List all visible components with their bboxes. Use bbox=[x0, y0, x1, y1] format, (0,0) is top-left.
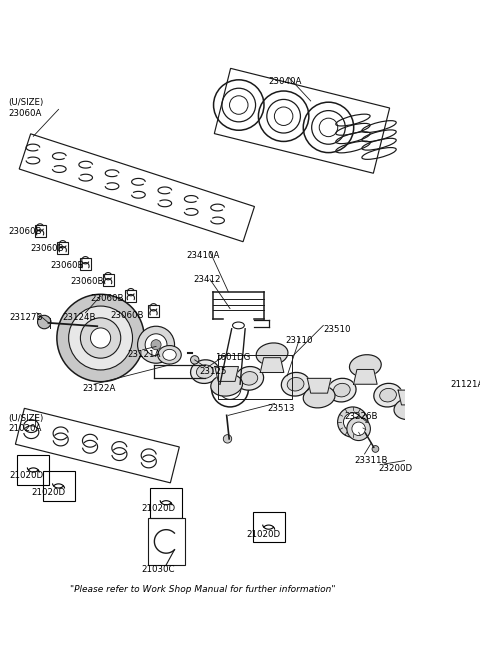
Text: 23410A: 23410A bbox=[186, 252, 220, 261]
Polygon shape bbox=[456, 397, 466, 405]
Text: 23040A: 23040A bbox=[269, 77, 302, 86]
Text: 23060B: 23060B bbox=[91, 294, 124, 303]
Ellipse shape bbox=[303, 386, 335, 408]
Text: 23060A: 23060A bbox=[8, 109, 41, 119]
Polygon shape bbox=[462, 422, 474, 432]
Bar bbox=[103, 274, 114, 286]
Polygon shape bbox=[456, 405, 467, 413]
Text: 23060B: 23060B bbox=[8, 227, 42, 236]
Polygon shape bbox=[354, 369, 377, 384]
Text: 23060B: 23060B bbox=[50, 261, 84, 270]
Ellipse shape bbox=[349, 355, 381, 377]
Text: 21121A: 21121A bbox=[450, 380, 480, 389]
Text: 23510: 23510 bbox=[324, 326, 351, 335]
Circle shape bbox=[352, 422, 365, 436]
Bar bbox=[252, 512, 285, 542]
Text: 23060B: 23060B bbox=[30, 244, 63, 253]
Polygon shape bbox=[456, 388, 467, 396]
Ellipse shape bbox=[158, 346, 181, 364]
Polygon shape bbox=[475, 436, 480, 447]
Circle shape bbox=[456, 342, 480, 460]
Ellipse shape bbox=[281, 373, 310, 396]
Circle shape bbox=[57, 294, 144, 382]
Circle shape bbox=[138, 326, 175, 364]
Text: 23412: 23412 bbox=[193, 275, 220, 284]
Text: 1601DG: 1601DG bbox=[215, 353, 250, 362]
Ellipse shape bbox=[163, 349, 176, 360]
Polygon shape bbox=[468, 362, 480, 373]
Ellipse shape bbox=[416, 389, 444, 413]
Text: 23125: 23125 bbox=[200, 367, 227, 375]
Text: 21020D: 21020D bbox=[10, 471, 44, 480]
Text: 21020D: 21020D bbox=[32, 487, 66, 496]
Text: 23122A: 23122A bbox=[82, 384, 116, 393]
Circle shape bbox=[37, 315, 51, 329]
Circle shape bbox=[91, 328, 111, 348]
Ellipse shape bbox=[211, 374, 242, 396]
Text: 23060B: 23060B bbox=[70, 278, 104, 286]
Ellipse shape bbox=[394, 398, 426, 420]
Text: 23060B: 23060B bbox=[111, 311, 144, 320]
Text: "Please refer to Work Shop Manual for further information": "Please refer to Work Shop Manual for fu… bbox=[71, 586, 336, 594]
Bar bbox=[148, 305, 159, 317]
Polygon shape bbox=[468, 429, 480, 441]
Ellipse shape bbox=[196, 365, 213, 379]
Text: 21020D: 21020D bbox=[141, 504, 175, 514]
Ellipse shape bbox=[380, 388, 396, 402]
Text: 23110: 23110 bbox=[286, 336, 313, 345]
Text: 23127B: 23127B bbox=[10, 313, 43, 322]
Text: 21020D: 21020D bbox=[247, 530, 281, 538]
Polygon shape bbox=[458, 379, 470, 388]
Polygon shape bbox=[260, 358, 284, 373]
Ellipse shape bbox=[422, 394, 438, 408]
Text: 23200D: 23200D bbox=[378, 464, 412, 473]
Circle shape bbox=[145, 334, 167, 356]
Polygon shape bbox=[475, 354, 480, 366]
Bar bbox=[35, 225, 46, 237]
Polygon shape bbox=[398, 390, 421, 405]
Bar bbox=[43, 471, 74, 501]
Bar bbox=[148, 518, 185, 565]
Circle shape bbox=[347, 417, 371, 441]
Circle shape bbox=[372, 445, 379, 453]
Ellipse shape bbox=[191, 360, 219, 383]
Text: (U/SIZE): (U/SIZE) bbox=[8, 414, 43, 422]
Ellipse shape bbox=[327, 379, 356, 402]
Circle shape bbox=[223, 435, 232, 443]
Bar bbox=[80, 258, 91, 271]
Polygon shape bbox=[215, 367, 239, 381]
Ellipse shape bbox=[235, 367, 264, 390]
Circle shape bbox=[344, 413, 362, 431]
Ellipse shape bbox=[334, 383, 350, 397]
Text: 23513: 23513 bbox=[268, 403, 295, 413]
Circle shape bbox=[466, 352, 480, 450]
Polygon shape bbox=[307, 379, 331, 393]
Circle shape bbox=[69, 306, 132, 370]
Text: 23311B: 23311B bbox=[354, 456, 388, 464]
Polygon shape bbox=[458, 414, 470, 423]
Text: 23124B: 23124B bbox=[62, 313, 96, 322]
Bar bbox=[17, 455, 49, 485]
Bar bbox=[125, 290, 136, 302]
Ellipse shape bbox=[241, 371, 258, 385]
Ellipse shape bbox=[287, 377, 304, 391]
Circle shape bbox=[191, 356, 199, 364]
Polygon shape bbox=[462, 369, 474, 380]
Text: 21020A: 21020A bbox=[8, 424, 41, 433]
Bar bbox=[150, 487, 182, 518]
Text: 21030C: 21030C bbox=[141, 565, 174, 574]
Ellipse shape bbox=[232, 322, 244, 329]
Text: 23226B: 23226B bbox=[344, 412, 378, 421]
Bar bbox=[57, 242, 68, 254]
Ellipse shape bbox=[256, 343, 288, 365]
Text: 23121A: 23121A bbox=[128, 350, 161, 359]
Circle shape bbox=[81, 318, 121, 358]
Circle shape bbox=[337, 407, 368, 437]
Text: (U/SIZE): (U/SIZE) bbox=[8, 98, 43, 107]
Circle shape bbox=[151, 340, 161, 350]
Ellipse shape bbox=[374, 383, 402, 407]
